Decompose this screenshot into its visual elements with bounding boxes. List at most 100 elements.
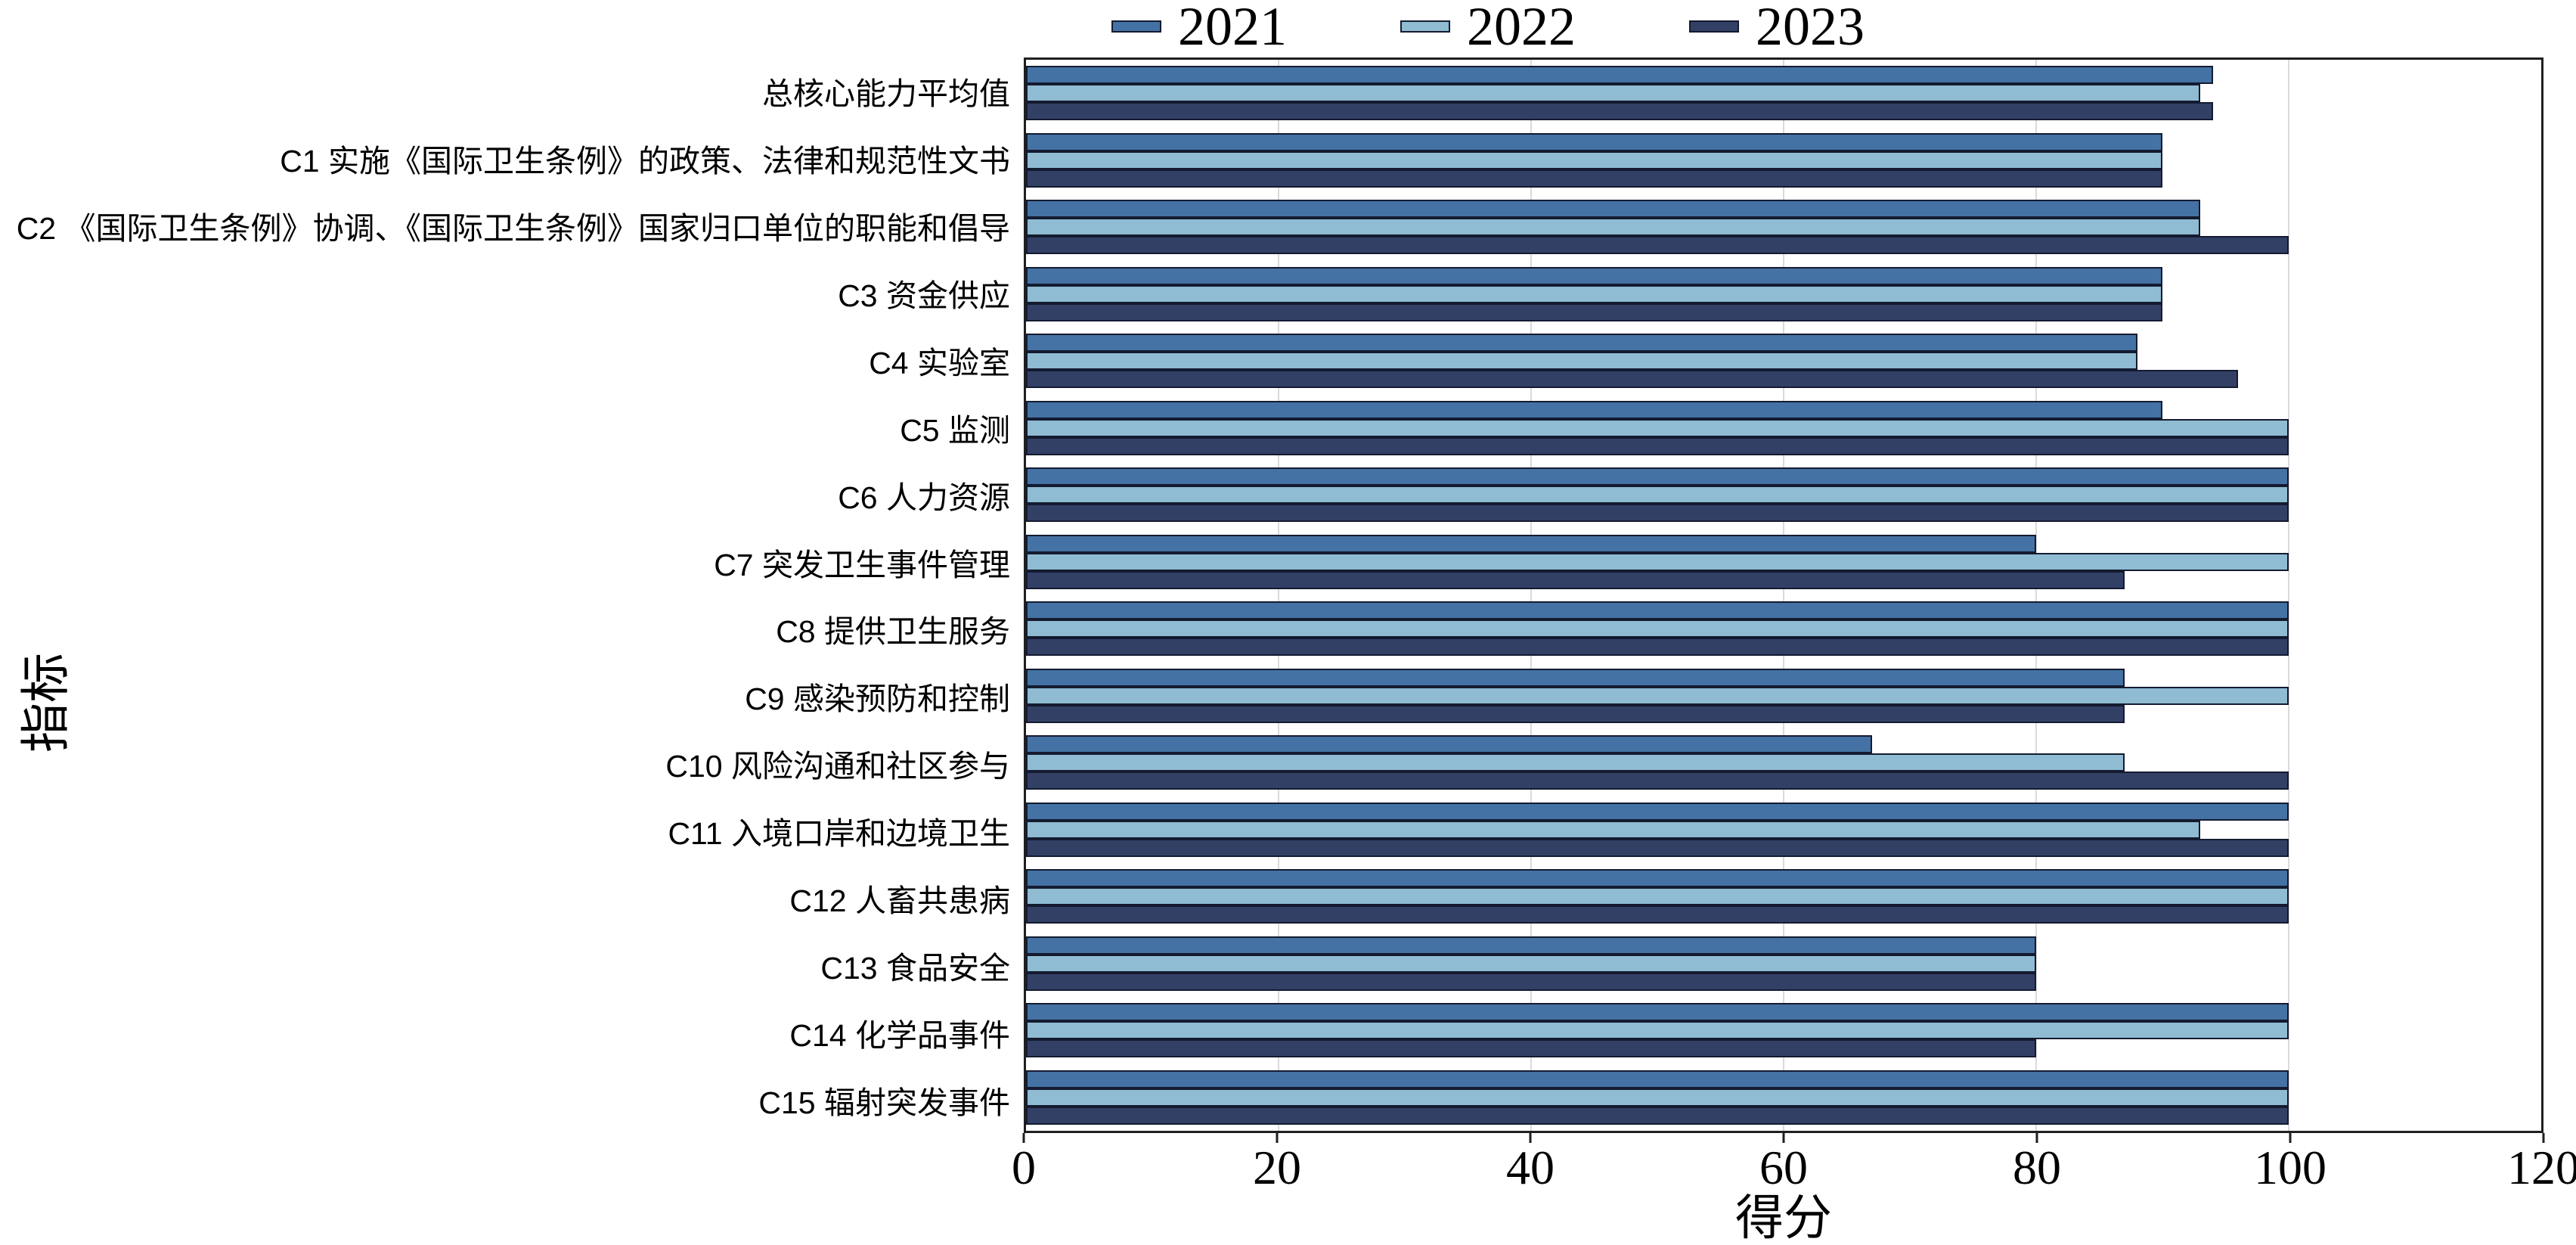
bar-2022 <box>1026 753 2125 772</box>
x-tick-mark-0 <box>1022 1133 1025 1143</box>
legend-swatch-2022 <box>1400 20 1450 33</box>
category-label: C8 提供卫生服务 <box>776 614 1010 650</box>
gridline-40 <box>1530 60 1532 1131</box>
x-tick-mark-60 <box>1782 1133 1785 1143</box>
bar-group <box>1026 997 2541 1064</box>
category-label: C4 实验室 <box>869 345 1010 380</box>
bar-group <box>1026 863 2541 930</box>
bar-2021 <box>1026 266 2162 285</box>
bar-2022 <box>1026 284 2162 303</box>
bar-group <box>1026 261 2541 328</box>
bar-2022 <box>1026 151 2162 169</box>
bar-2021 <box>1026 467 2289 486</box>
bar-2022 <box>1026 352 2137 371</box>
category-label: C1 实施《国际卫生条例》的政策、法律和规范性文书 <box>280 144 1010 179</box>
bar-2021 <box>1026 936 2036 955</box>
bar-2021 <box>1026 735 1872 754</box>
legend-item-2023: 2023 <box>1689 0 1865 54</box>
bar-2022 <box>1026 552 2289 571</box>
x-tick-mark-100 <box>2289 1133 2292 1143</box>
bar-2021 <box>1026 1070 2289 1088</box>
bar-group <box>1026 930 2541 998</box>
bar-group <box>1026 127 2541 194</box>
bar-2023 <box>1026 1039 2036 1058</box>
bar-2023 <box>1026 436 2289 455</box>
bar-2022 <box>1026 418 2289 437</box>
x-tick-label-0: 0 <box>1012 1141 1036 1194</box>
x-tick-label-20: 20 <box>1253 1141 1301 1194</box>
bar-2023 <box>1026 972 2036 991</box>
gridline-20 <box>1277 60 1279 1131</box>
plot-area <box>1024 57 2543 1133</box>
legend-item-2021: 2021 <box>1111 0 1287 54</box>
category-label: C9 感染预防和控制 <box>745 681 1010 717</box>
category-label: C14 化学品事件 <box>789 1017 1010 1053</box>
bar-group <box>1026 194 2541 261</box>
x-tick-label-40: 40 <box>1506 1141 1555 1194</box>
category-label: C11 入境口岸和边境卫生 <box>668 816 1010 852</box>
x-axis-title: 得分 <box>1735 1191 1832 1245</box>
gridline-100 <box>2288 60 2289 1131</box>
bar-group <box>1026 796 2541 864</box>
category-label: C15 辐射突发事件 <box>758 1085 1010 1120</box>
bar-2023 <box>1026 169 2162 188</box>
bar-2021 <box>1026 66 2213 85</box>
x-tick-label-80: 80 <box>2013 1141 2061 1194</box>
x-tick-mark-80 <box>2035 1133 2038 1143</box>
legend-item-2022: 2022 <box>1400 0 1576 54</box>
x-tick-label-100: 100 <box>2254 1141 2326 1194</box>
bar-2021 <box>1026 668 2125 687</box>
legend-swatch-2021 <box>1111 20 1161 33</box>
category-label: C3 资金供应 <box>838 278 1010 314</box>
x-tick-label-120: 120 <box>2507 1141 2576 1194</box>
bar-2023 <box>1026 704 2125 723</box>
bar-2022 <box>1026 686 2289 705</box>
x-axis-ticks <box>1022 1133 2545 1144</box>
bar-2021 <box>1026 400 2162 419</box>
bar-2023 <box>1026 905 2289 924</box>
bar-2022 <box>1026 1021 2289 1040</box>
category-label: C12 人畜共患病 <box>789 883 1010 918</box>
category-label: C10 风险沟通和社区参与 <box>665 749 1010 784</box>
bar-2022 <box>1026 84 2201 103</box>
category-label: C5 监测 <box>900 412 1010 448</box>
bar-2021 <box>1026 334 2137 352</box>
legend-label-2021: 2021 <box>1178 0 1287 57</box>
bar-2023 <box>1026 504 2289 523</box>
bar-2022 <box>1026 218 2201 237</box>
bar-2023 <box>1026 303 2162 321</box>
bar-2021 <box>1026 869 2289 888</box>
x-tick-mark-20 <box>1276 1133 1279 1143</box>
bar-2022 <box>1026 820 2201 839</box>
bar-2023 <box>1026 370 2239 389</box>
bar-group <box>1026 1064 2541 1132</box>
bar-2022 <box>1026 486 2289 505</box>
bar-2021 <box>1026 200 2201 219</box>
bar-2021 <box>1026 1003 2289 1022</box>
bar-group <box>1026 529 2541 596</box>
bar-group <box>1026 328 2541 395</box>
bar-group <box>1026 663 2541 730</box>
y-axis-labels: 总核心能力平均值 C1 实施《国际卫生条例》的政策、法律和规范性文书 C2 《国际卫… <box>0 57 1010 1133</box>
bar-2021 <box>1026 802 2289 821</box>
legend-label-2023: 2023 <box>1756 0 1865 57</box>
category-label: C2 《国际卫生条例》协调、《国际卫生条例》国家归口单位的职能和倡导 <box>16 211 1010 247</box>
bar-2023 <box>1026 838 2289 857</box>
category-label: C13 食品安全 <box>820 950 1010 986</box>
bar-2023 <box>1026 772 2289 790</box>
bar-2023 <box>1026 236 2289 255</box>
x-tick-mark-40 <box>1529 1133 1532 1143</box>
bar-group <box>1026 729 2541 796</box>
bar-2022 <box>1026 887 2289 906</box>
bar-2023 <box>1026 1106 2289 1125</box>
bar-2021 <box>1026 601 2289 620</box>
legend-swatch-2023 <box>1689 20 1739 33</box>
bar-2022 <box>1026 1088 2289 1107</box>
legend: 2021 2022 2023 <box>1111 0 1865 54</box>
category-label: C6 人力资源 <box>838 480 1010 515</box>
category-label: C7 突发卫生事件管理 <box>714 547 1010 582</box>
bar-2022 <box>1026 954 2036 973</box>
bar-2023 <box>1026 638 2289 657</box>
legend-label-2022: 2022 <box>1467 0 1576 57</box>
